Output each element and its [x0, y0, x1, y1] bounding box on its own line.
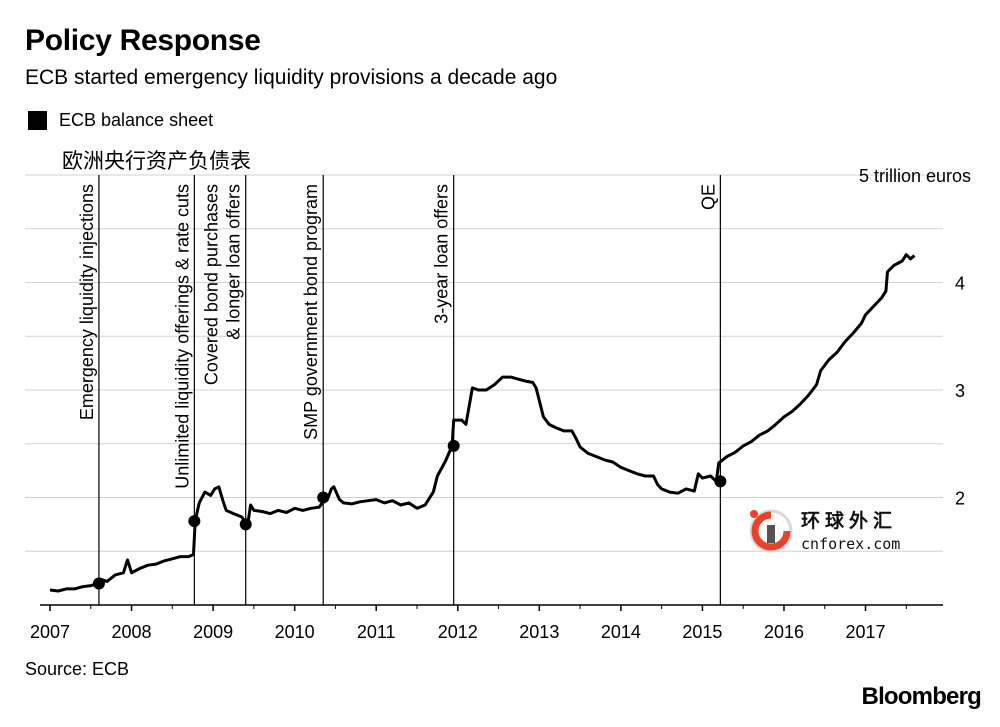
- event-point: [92, 577, 105, 590]
- y-axis-labels: 2 3 4 5 trillion euros: [859, 166, 971, 509]
- legend: ECB balance sheet: [28, 110, 213, 131]
- x-tick-label: 2013: [519, 622, 559, 642]
- brand-logo: Bloomberg: [861, 683, 982, 710]
- watermark-cn: 环球外汇: [801, 509, 898, 532]
- watermark: 环球外汇 cnforex.com: [745, 505, 900, 553]
- y-tick-label: 4: [955, 274, 965, 294]
- event-label: Covered bond purchases: [202, 184, 222, 385]
- watermark-en: cnforex.com: [801, 534, 901, 553]
- series-line-ecb-balance-sheet: [49, 253, 916, 593]
- x-axis: 2007 2008 2009 2010 2011 2012 2013 2014 2015 2016…: [30, 604, 943, 642]
- event-label: 3-year loan offers: [432, 184, 452, 324]
- y-tick-label: 2: [955, 489, 965, 509]
- y-tick-label: 3: [955, 381, 965, 401]
- event-markers: Emergency liquidity injections Unlimited …: [77, 175, 721, 605]
- event-label: SMP government bond program: [301, 184, 321, 440]
- event-point: [714, 475, 727, 488]
- chart-title: Policy Response: [25, 24, 261, 57]
- event-label: QE: [698, 184, 718, 210]
- x-tick-label: 2016: [764, 622, 804, 642]
- gridlines: [25, 174, 943, 552]
- series-layer: [49, 253, 916, 593]
- overlay-caption: 欧洲央行资产负债表: [62, 149, 251, 173]
- x-tick-label: 2014: [601, 622, 641, 642]
- event-point: [447, 439, 460, 452]
- event-point: [188, 515, 201, 528]
- x-tick-label: 2017: [846, 622, 886, 642]
- legend-label: ECB balance sheet: [59, 110, 214, 130]
- y-tick-label: 5 trillion euros: [859, 166, 971, 186]
- cnforex-logo-icon: [745, 505, 793, 553]
- x-tick-label: 2008: [112, 622, 152, 642]
- x-tick-label: 2011: [357, 622, 396, 642]
- x-tick-label: 2009: [193, 622, 233, 642]
- event-point: [239, 518, 252, 531]
- chart-subtitle: ECB started emergency liquidity provisio…: [25, 66, 558, 89]
- x-tick-label: 2012: [438, 622, 478, 642]
- x-tick-label: 2015: [682, 622, 722, 642]
- source-note: Source: ECB: [25, 659, 130, 679]
- event-point: [317, 491, 330, 504]
- event-label: Unlimited liquidity offerings & rate cut…: [172, 184, 192, 489]
- event-label: & longer loan offers: [224, 184, 244, 340]
- event-label: Emergency liquidity injections: [77, 184, 97, 420]
- x-tick-label: 2010: [275, 622, 315, 642]
- x-tick-label: 2007: [30, 622, 70, 642]
- legend-swatch: [28, 111, 47, 130]
